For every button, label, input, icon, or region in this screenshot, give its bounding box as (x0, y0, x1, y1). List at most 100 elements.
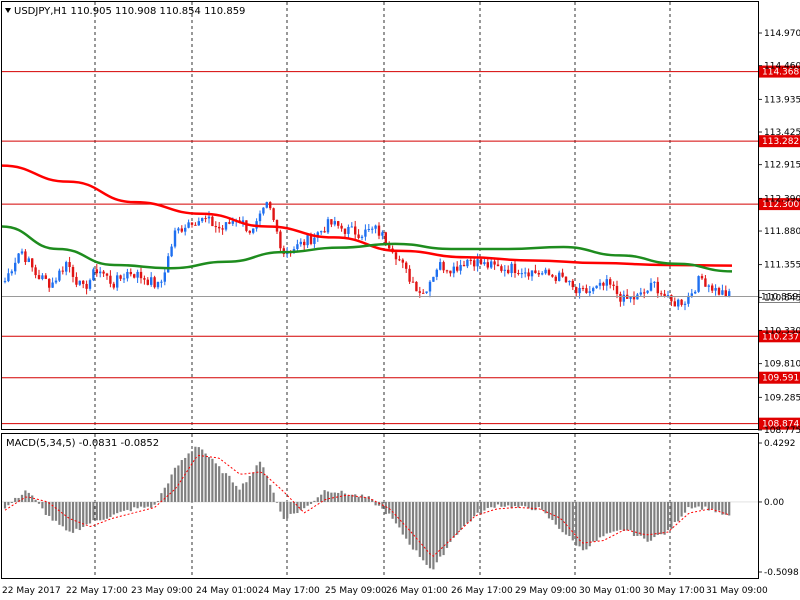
macd-bar (520, 501, 523, 506)
macd-bar (357, 496, 360, 502)
candle-body (112, 283, 115, 288)
macd-bar (320, 494, 323, 502)
candle-body (343, 228, 347, 234)
macd-bar (527, 501, 530, 509)
chart-menu-triangle-icon[interactable] (5, 8, 11, 13)
macd-bar (541, 501, 544, 510)
candle-body (316, 232, 319, 238)
macd-bar (585, 501, 588, 550)
macd-bar (112, 501, 115, 515)
candle-body (119, 275, 122, 279)
macd-bar (401, 501, 404, 535)
candle-body (258, 213, 262, 222)
macd-bar (704, 501, 707, 507)
candle-body (221, 228, 224, 230)
candle-body (452, 266, 455, 274)
candle-body (24, 251, 27, 262)
macd-bar (269, 484, 272, 502)
candle-body (466, 259, 469, 267)
macd-bar (683, 501, 687, 513)
macd-bar (422, 501, 425, 561)
level-label-box (759, 371, 800, 384)
candle-body (20, 251, 24, 254)
candle-body (670, 295, 673, 302)
candle-body (388, 243, 391, 249)
candle-body (432, 276, 435, 282)
macd-bar (78, 501, 81, 531)
candle-body (486, 262, 489, 268)
macd-bar (309, 501, 313, 504)
candle-body (551, 274, 554, 277)
price-tick-label: 109.810 (764, 360, 800, 370)
macd-bar (592, 501, 595, 542)
symbol-header: USDJPY,H1 110.905 110.908 110.854 110.85… (14, 6, 245, 17)
macd-bar (677, 501, 680, 522)
candle-body (122, 278, 126, 280)
price-tick-label: 109.285 (764, 393, 800, 403)
macd-bar (714, 501, 717, 513)
macd-bar (649, 501, 653, 541)
candle-body (428, 281, 432, 292)
ma-slow-line (1, 164, 733, 267)
candle-body (10, 271, 13, 274)
candle-body (639, 292, 642, 295)
candle-body (269, 202, 272, 209)
macd-series (2, 446, 758, 570)
candle-body (473, 260, 476, 267)
macd-bar (190, 451, 194, 502)
price-tick-label: 110.330 (764, 326, 800, 336)
candle-body (231, 221, 234, 224)
moving-averages (1, 164, 733, 273)
candle-body (116, 275, 119, 288)
candle-body (724, 290, 727, 297)
macd-bar (466, 501, 469, 524)
macd-bar (503, 501, 506, 507)
candle-body (653, 281, 656, 283)
candlestick-series[interactable] (3, 201, 731, 311)
candle-body (71, 267, 75, 277)
macd-bar (41, 501, 44, 509)
macd-bar (109, 501, 112, 518)
macd-bar (452, 501, 455, 538)
macd-bar (207, 457, 211, 502)
macd-bar (411, 501, 415, 550)
macd-bar (612, 501, 615, 532)
candle-body (588, 291, 591, 293)
macd-bar (306, 501, 309, 506)
macd-bar (241, 483, 245, 502)
macd-bar (224, 473, 228, 502)
candle-body (381, 232, 384, 236)
macd-bar (129, 501, 132, 512)
candle-body (207, 216, 211, 219)
candle-body (401, 259, 404, 263)
macd-bar (619, 501, 622, 530)
candle-body (44, 275, 47, 279)
candle-body (371, 228, 374, 230)
candle-body (7, 273, 10, 282)
macd-bar (622, 501, 625, 531)
macd-bar (483, 501, 486, 511)
macd-bar (167, 483, 170, 502)
macd-bar (445, 501, 449, 548)
macd-bar (238, 489, 241, 502)
macd-bar (364, 497, 367, 502)
macd-bar (282, 501, 285, 519)
macd-bar (303, 501, 306, 509)
candle-body (228, 222, 231, 224)
candle-body (707, 285, 710, 287)
macd-bar (153, 501, 156, 505)
candle-body (326, 219, 330, 233)
macd-bar (479, 501, 483, 515)
macd-bar (728, 501, 731, 516)
candle-body (279, 231, 282, 249)
time-axis-label: 30 May 01:00 (579, 586, 641, 596)
candle-body (483, 262, 486, 265)
candle-body (649, 282, 653, 291)
candle-body (126, 271, 129, 279)
macd-bar (462, 501, 466, 527)
candle-body (377, 225, 381, 236)
macd-bar (377, 501, 381, 506)
level-label: 114.368 (762, 68, 799, 78)
candle-body (85, 283, 88, 289)
